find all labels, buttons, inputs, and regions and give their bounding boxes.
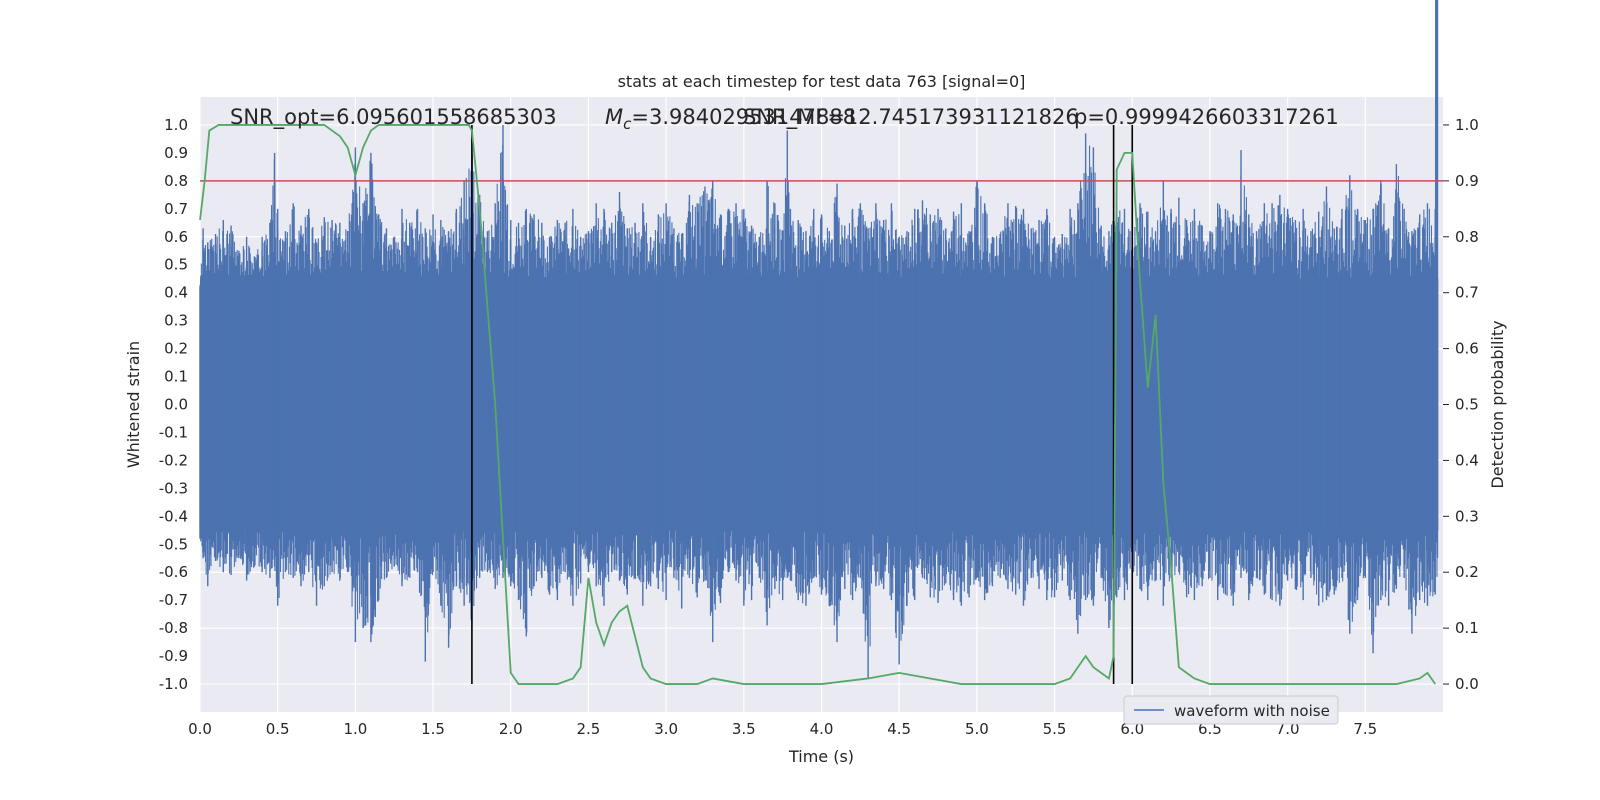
y2-tick-label: 0.3 [1455, 507, 1479, 525]
y-tick-label: 0.4 [164, 284, 188, 302]
y2-tick-label: 0.5 [1455, 396, 1479, 414]
detection-probability-line [199, 124, 1436, 685]
waveform-series [199, 0, 1439, 679]
y-tick-label: 0.1 [164, 368, 188, 386]
x-tick-label: 1.5 [421, 720, 445, 738]
y-tick-label: 0.5 [164, 256, 188, 274]
y2-tick-label: 0.7 [1455, 284, 1479, 302]
y-tick-label: 0.0 [164, 396, 188, 414]
y-tick-label: -0.1 [159, 423, 188, 441]
annotation-p-value: p=0.9999426603317261 [1074, 105, 1339, 129]
x-tick-label: 4.0 [810, 720, 834, 738]
x-tick-label: 4.5 [887, 720, 911, 738]
x-axis-label: Time (s) [788, 747, 854, 766]
y-tick-label: 0.6 [164, 228, 188, 246]
y2-tick-label: 0.2 [1455, 563, 1479, 581]
y-tick-label: -0.7 [159, 591, 188, 609]
y2-tick-label: 0.9 [1455, 172, 1479, 190]
detection-probability-series [199, 124, 1436, 685]
x-tick-label: 0.5 [266, 720, 290, 738]
y-tick-label: 0.9 [164, 144, 188, 162]
y-tick-label: -0.2 [159, 451, 188, 469]
annotation-chirp-mass-symbol: M [605, 105, 623, 129]
annotation-snr-mf: SNR_MF=12.745173931121826 [743, 105, 1079, 130]
x-tick-label: 0.0 [188, 720, 212, 738]
y-tick-label: 0.7 [164, 200, 188, 218]
x-tick-label: 2.5 [577, 720, 601, 738]
x-tick-label: 3.0 [654, 720, 678, 738]
y-tick-label: -0.4 [159, 507, 188, 525]
annotation-snr-opt: SNR_opt=6.095601558685303 [230, 105, 557, 130]
x-tick-label: 3.5 [732, 720, 756, 738]
annotation-chirp-mass-value: =3.98402953147888 [631, 105, 856, 129]
y-tick-label: -0.5 [159, 535, 188, 553]
y-tick-label: -0.8 [159, 619, 188, 637]
legend-box [1123, 695, 1339, 725]
x-tick-label: 2.0 [499, 720, 523, 738]
y2-tick-label: 1.0 [1455, 116, 1479, 134]
y-tick-label: 1.0 [164, 116, 188, 134]
annotation-chirp-mass: Mc=3.98402953147888 [605, 105, 856, 133]
chart-title: stats at each timestep for test data 763… [618, 72, 1026, 91]
y2-tick-label: 0.0 [1455, 675, 1479, 693]
annotation-chirp-mass-subscript: c [623, 115, 632, 133]
y-tick-label: -0.9 [159, 647, 188, 665]
y-tick-label: -0.3 [159, 479, 188, 497]
y2-tick-label: 0.1 [1455, 619, 1479, 637]
y-tick-label: 0.8 [164, 172, 188, 190]
y-axis-label: Whitened strain [124, 341, 143, 468]
legend: waveform with noise [1123, 695, 1339, 725]
y-tick-label: -0.6 [159, 563, 188, 581]
y-tick-label: 0.2 [164, 340, 188, 358]
y2-tick-label: 0.6 [1455, 340, 1479, 358]
y-tick-label: -1.0 [159, 675, 188, 693]
x-tick-label: 5.5 [1043, 720, 1067, 738]
x-tick-label: 1.0 [343, 720, 367, 738]
x-tick-label: 5.0 [965, 720, 989, 738]
legend-label-waveform: waveform with noise [1174, 702, 1330, 720]
y-tick-label: 0.3 [164, 312, 188, 330]
x-tick-label: 7.5 [1353, 720, 1377, 738]
y2-axis-label: Detection probability [1488, 320, 1507, 488]
y2-tick-label: 0.8 [1455, 228, 1479, 246]
y2-tick-label: 0.4 [1455, 451, 1479, 469]
